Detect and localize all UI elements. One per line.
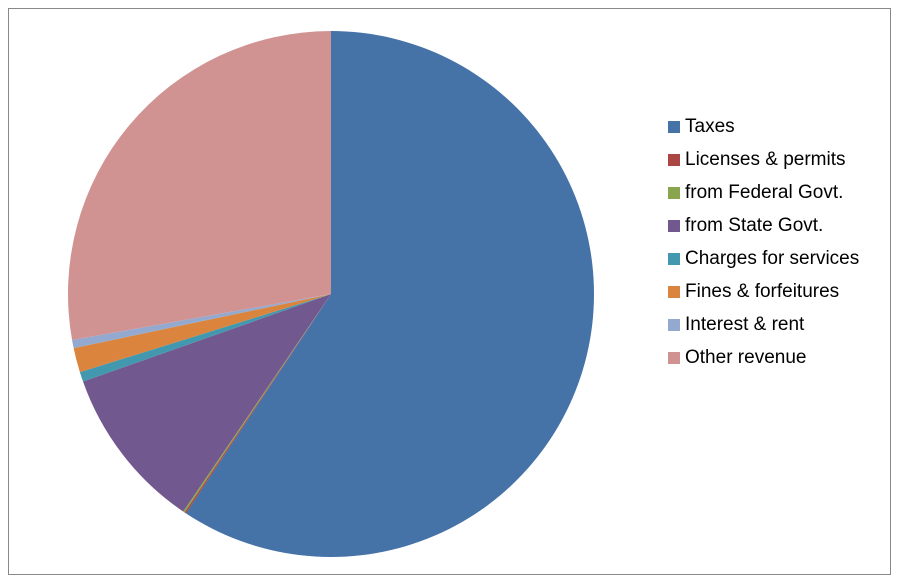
legend-swatch bbox=[668, 319, 680, 331]
pie-slice bbox=[183, 294, 331, 513]
legend-swatch bbox=[668, 352, 680, 364]
pie-slice bbox=[184, 294, 331, 514]
legend-swatch bbox=[668, 253, 680, 265]
legend-label: from State Govt. bbox=[685, 215, 823, 236]
legend-swatch bbox=[668, 187, 680, 199]
legend-label: Fines & forfeitures bbox=[685, 281, 839, 302]
pie-slice bbox=[67, 31, 331, 341]
pie-slice bbox=[73, 294, 331, 373]
legend-label: Interest & rent bbox=[685, 314, 805, 335]
legend-swatch bbox=[668, 154, 680, 166]
legend-label: Licenses & permits bbox=[685, 149, 846, 170]
legend-label: Other revenue bbox=[685, 347, 806, 368]
pie-slice bbox=[79, 294, 331, 382]
pie-slice bbox=[185, 31, 595, 557]
legend-swatch bbox=[668, 220, 680, 232]
legend-swatch bbox=[668, 286, 680, 298]
pie-slice bbox=[82, 294, 331, 512]
legend-swatch bbox=[668, 121, 680, 133]
legend-label: from Federal Govt. bbox=[685, 182, 843, 203]
pie-slice bbox=[72, 294, 332, 349]
legend-label: Taxes bbox=[685, 116, 735, 137]
legend-label: Charges for services bbox=[685, 248, 859, 269]
